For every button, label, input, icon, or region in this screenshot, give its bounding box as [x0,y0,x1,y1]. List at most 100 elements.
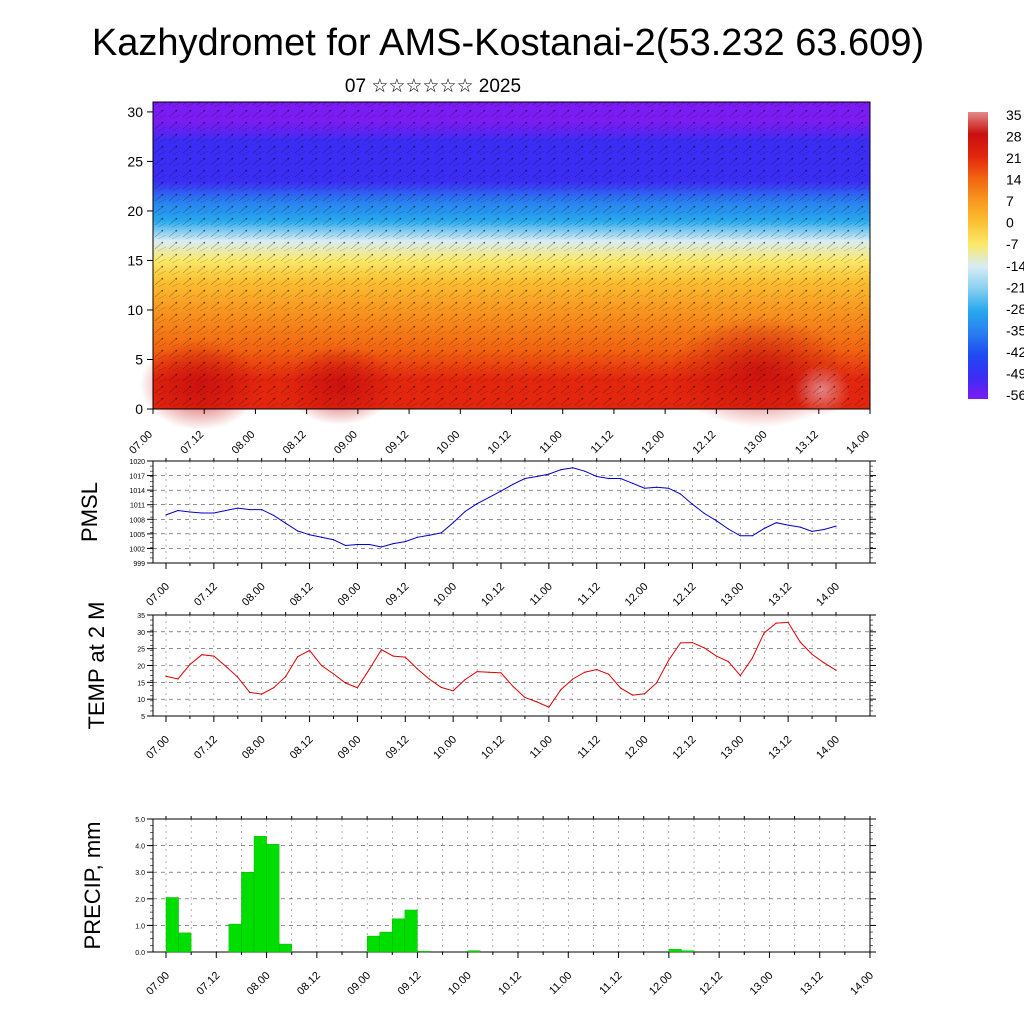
x-tick-label: 08.12 [281,429,309,457]
data-point [297,530,299,532]
data-point [476,503,478,505]
data-point [165,514,167,516]
plot-frame [152,460,871,564]
y-tick-label: 20 [137,664,145,671]
x-tick-label: 11.12 [589,429,616,456]
y-tick-label: 25 [137,647,145,654]
data-point [201,512,203,514]
x-tick-label: 12.12 [671,581,699,609]
x-tick-label: 12.12 [671,734,699,762]
y-tick-label: 1008 [129,517,145,524]
x-tick-label: 09.12 [383,581,411,609]
colorbar-labels: 35 28 21 14 7 0 -7 -14 -21 -28 -35 -42 -49 -56 [1006,107,1024,403]
data-point [572,467,574,469]
data-point [620,687,622,689]
x-tick-label: 08.12 [288,734,316,762]
data-point [225,665,227,667]
data-point [500,672,502,674]
data-point [751,535,753,537]
x-tick-label: 08.00 [240,734,268,762]
data-point [560,469,562,471]
data-point [273,514,275,517]
data-point [811,530,813,533]
plot-frame [152,614,871,717]
data-point [703,512,705,515]
data-point [177,509,179,512]
data-point [428,534,430,536]
data-point [727,660,729,663]
data-point [344,682,347,684]
x-tick-label: 12.12 [691,429,719,457]
colorbar-label: -49 [1006,365,1024,381]
data-point [751,657,753,659]
y-tick-label: 1014 [129,488,145,495]
data-point [596,475,598,478]
y-tick-label: 1002 [129,546,145,553]
x-tick-label: 10.12 [479,734,507,762]
data-point [799,641,801,643]
data-point [584,671,586,673]
data-point [823,662,825,664]
x-tick-label: 07.12 [178,429,206,457]
data-point [189,663,191,666]
x-tick-label: 07.00 [127,429,155,457]
precip-panel: 5.0 4.0 3.0 2.0 1.0 0.0 07.00 07.12 08.00 08.12 09… [80,816,876,998]
colorbar-label: -42 [1006,344,1024,360]
x-tick-label: 07.12 [192,581,220,609]
x-tick-label: 12.12 [697,970,725,998]
x-tick-label: 10.12 [496,970,524,998]
x-tick-label: 11.00 [547,970,574,997]
y-tick-label: 5.0 [135,817,145,824]
precip-bar [228,923,242,953]
data-point [655,486,658,488]
data-point [237,676,239,678]
y-tick-label: 0 [135,401,143,417]
y-tick-label: 15 [127,252,143,268]
precip-bar [417,951,431,953]
x-tick-label: 11.12 [575,734,602,761]
data-point [823,528,825,531]
x-tick-label: 12.00 [623,581,651,609]
data-point [392,655,394,657]
x-tick-label: 14.00 [844,429,872,457]
data-point [356,687,359,689]
data-point [249,508,251,511]
x-tick-label: 14.00 [814,734,842,762]
data-point [320,536,323,538]
colorbar-label: 7 [1006,193,1014,209]
data-point [512,685,514,687]
precip-bar [366,935,380,953]
x-tick-label: 14.00 [848,970,876,998]
data-point [332,539,335,541]
y-tick-label: 30 [137,630,145,637]
data-point [500,490,502,492]
data-point [643,487,646,489]
y-tick-label: 30 [127,104,143,120]
data-point [237,507,239,509]
data-point [404,656,406,658]
x-tick-label: 13.12 [766,581,794,609]
data-point [572,678,574,680]
data-point [177,678,179,680]
y-axis-label: TEMP at 2 M [84,602,109,730]
precip-bar [241,872,255,953]
y-tick-label: 25 [127,153,143,169]
data-point [368,668,370,670]
x-tick-label: 10.00 [434,429,462,457]
y-tick-label: 20 [127,203,143,219]
data-point [452,522,454,524]
data-point [560,689,562,691]
x-tick-label: 10.00 [446,970,474,998]
data-point [201,654,203,656]
x-tick-label: 07.00 [144,581,172,609]
data-point [213,512,215,514]
data-point [799,526,801,528]
x-tick-label: 09.12 [383,734,411,762]
data-point [320,664,323,667]
colorbar-label: -56 [1006,387,1024,403]
x-tick-label: 08.12 [295,970,323,998]
y-tick-label: 0.0 [135,950,145,957]
data-point [512,483,514,485]
data-point [632,482,634,484]
data-point [261,508,263,511]
